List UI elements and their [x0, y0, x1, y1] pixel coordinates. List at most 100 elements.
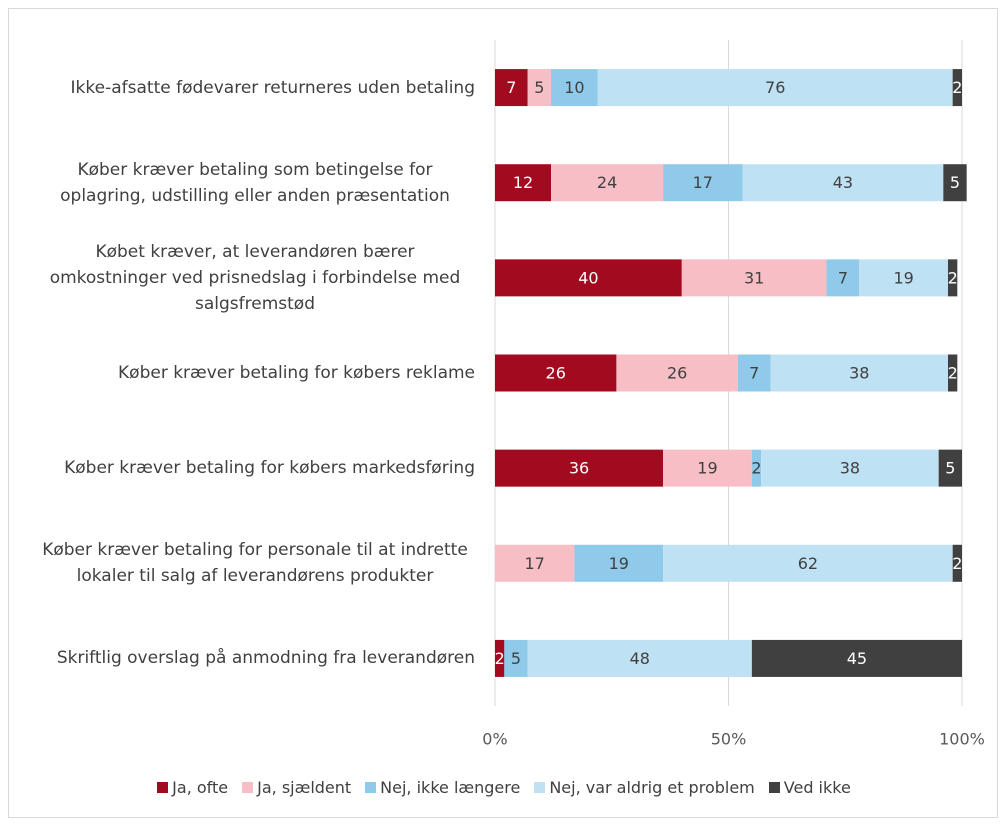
data-label: 38: [840, 459, 860, 478]
bar-segment: [938, 449, 962, 487]
bar-segment: [663, 544, 953, 582]
bar-segment: [551, 164, 664, 202]
chart-frame: [8, 8, 998, 818]
bar-segment: [616, 354, 738, 392]
data-label: 2: [495, 649, 505, 668]
data-label: 2: [948, 364, 958, 383]
bar-segment: [574, 544, 664, 582]
bar-segment: [551, 69, 598, 107]
category-text: Skriftlig overslag på anmodning fra leve…: [56, 648, 475, 669]
x-tick-label: 100%: [939, 730, 985, 749]
data-label: 26: [546, 364, 566, 383]
legend-item: Ved ikke: [768, 778, 851, 797]
bar-segment: [495, 544, 575, 582]
data-label: 19: [609, 554, 629, 573]
legend-swatch: [157, 782, 169, 793]
legend-label: Ja, sjældent: [257, 778, 352, 797]
data-label: 43: [833, 173, 853, 192]
bar-segment: [495, 259, 682, 297]
data-label: 45: [847, 649, 867, 668]
category-text: Ikke-afsatte fødevarer returneres uden b…: [70, 77, 475, 98]
legend-item: Ja, sjældent: [242, 778, 351, 797]
x-tick-label: 50%: [711, 730, 747, 749]
category-label: Købet kræver, at leverandøren bærer omko…: [20, 230, 475, 325]
legend-swatch: [365, 782, 377, 793]
category-text: Køber kræver betaling for købers markeds…: [64, 458, 475, 479]
data-label: 2: [952, 78, 962, 97]
bar-segment: [947, 259, 958, 297]
bar-segment: [751, 449, 762, 487]
bar-segment: [943, 164, 967, 202]
legend-swatch: [534, 782, 546, 793]
data-label: 7: [749, 364, 759, 383]
legend-label: Nej, ikke længere: [380, 778, 521, 797]
data-label: 19: [697, 459, 717, 478]
data-label: 19: [893, 268, 913, 287]
category-label: Ikke-afsatte fødevarer returneres uden b…: [20, 40, 475, 135]
bar-segment: [952, 69, 962, 107]
bar-segment: [859, 259, 948, 297]
bar-segment: [681, 259, 827, 297]
bar-segment: [761, 449, 939, 487]
bar-segment: [663, 449, 752, 487]
category-label: Skriftlig overslag på anmodning fra leve…: [20, 611, 475, 706]
legend-swatch: [768, 782, 780, 793]
category-text: Købet kræver, at leverandøren bærer omko…: [49, 241, 461, 314]
bar-segment: [663, 164, 743, 202]
data-label: 26: [667, 364, 687, 383]
bar-segment: [952, 544, 962, 582]
bar-segment: [737, 354, 771, 392]
data-label: 17: [525, 554, 545, 573]
bar-segment: [495, 69, 528, 107]
bar-segment: [826, 259, 860, 297]
bar-segment: [527, 639, 752, 677]
data-label: 24: [597, 173, 617, 192]
bar-segment: [742, 164, 944, 202]
x-tick-label: 0%: [482, 730, 507, 749]
bar-segment: [947, 354, 958, 392]
category-label: Køber kræver betaling for købers reklame: [20, 325, 475, 420]
data-label: 17: [693, 173, 713, 192]
legend-item: Ja, ofte: [157, 778, 228, 797]
category-text: Køber kræver betaling for købers reklame: [118, 362, 475, 383]
bar-segment: [597, 69, 953, 107]
bar-segment: [504, 639, 528, 677]
bar-segment: [495, 639, 505, 677]
data-label: 2: [948, 268, 958, 287]
bar-segment: [527, 69, 552, 107]
data-label: 7: [506, 78, 516, 97]
data-label: 5: [534, 78, 544, 97]
category-text: Køber kræver betaling som betingelse for…: [60, 159, 450, 206]
data-label: 12: [513, 173, 533, 192]
bar-segment: [770, 354, 948, 392]
data-label: 5: [511, 649, 521, 668]
category-label: Køber kræver betaling som betingelse for…: [20, 135, 475, 230]
data-label: 36: [569, 459, 589, 478]
category-label: Køber kræver betaling for købers markeds…: [20, 421, 475, 516]
data-label: 48: [630, 649, 650, 668]
legend-item: Nej, var aldrig et problem: [534, 778, 755, 797]
data-label: 5: [945, 459, 955, 478]
data-label: 5: [950, 173, 960, 192]
bar-segment: [751, 639, 962, 677]
bar-segment: [495, 354, 617, 392]
legend-label: Ja, ofte: [172, 778, 229, 797]
legend: Ja, ofte Ja, sjældent Nej, ikke længere Nej…: [0, 778, 1008, 797]
data-label: 10: [564, 78, 584, 97]
data-label: 2: [751, 459, 761, 478]
data-label: 40: [578, 268, 598, 287]
data-label: 31: [744, 268, 764, 287]
data-label: 38: [849, 364, 869, 383]
legend-item: Nej, ikke længere: [365, 778, 520, 797]
legend-label: Ved ikke: [783, 778, 851, 797]
legend-swatch: [242, 782, 254, 793]
bar-segment: [495, 164, 552, 202]
data-label: 7: [838, 268, 848, 287]
data-label: 76: [765, 78, 785, 97]
bar-segment: [495, 449, 664, 487]
data-label: 2: [952, 554, 962, 573]
legend-label: Nej, var aldrig et problem: [549, 778, 755, 797]
category-text: Køber kræver betaling for personale til …: [42, 540, 468, 587]
